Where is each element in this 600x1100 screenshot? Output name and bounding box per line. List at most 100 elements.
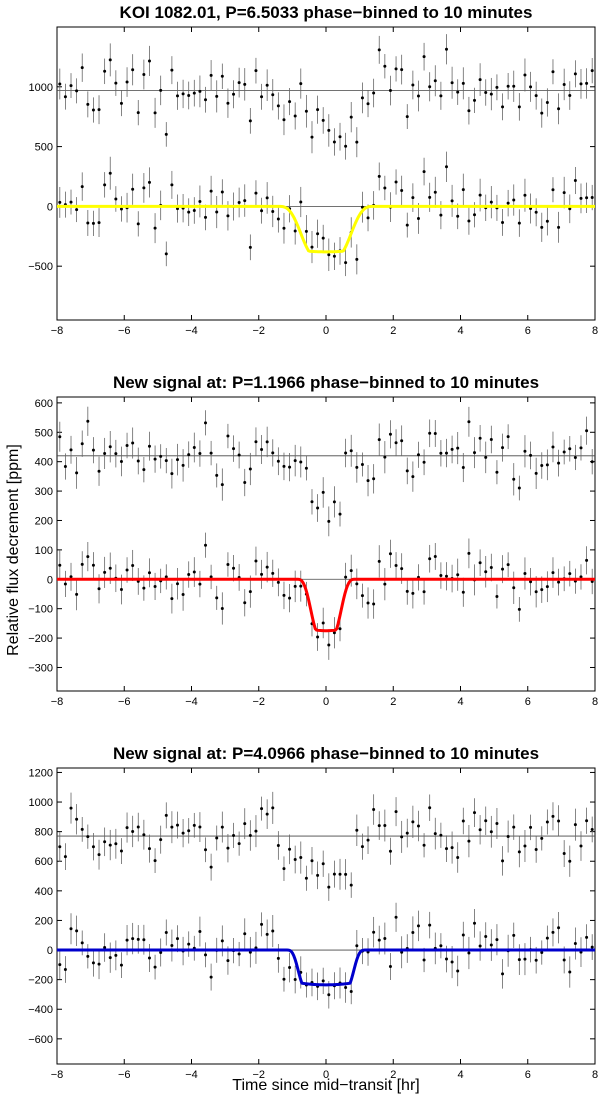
data-point-raw — [327, 885, 331, 889]
data-point-raw — [428, 85, 432, 89]
data-point-raw — [338, 512, 342, 516]
data-point-raw — [478, 78, 482, 82]
data-point-detrended — [125, 568, 129, 572]
data-point-raw — [366, 479, 370, 483]
data-point-detrended — [209, 575, 213, 579]
data-point-detrended — [360, 205, 364, 209]
data-point-raw — [131, 441, 135, 445]
data-point-raw — [484, 819, 488, 823]
data-point-detrended — [147, 956, 151, 960]
data-point-detrended — [243, 199, 247, 203]
data-point-raw — [534, 471, 538, 475]
data-point-raw — [220, 483, 224, 487]
data-point-raw — [444, 47, 448, 51]
data-point-raw — [422, 460, 426, 464]
data-point-detrended — [215, 596, 219, 600]
data-point-raw — [411, 83, 415, 87]
data-point-detrended — [276, 956, 280, 960]
data-point-detrended — [383, 186, 387, 190]
data-point-raw — [400, 439, 404, 443]
data-point-detrended — [411, 931, 415, 935]
data-point-raw — [450, 447, 454, 451]
data-point-raw — [147, 847, 151, 851]
x-tick-label: 0 — [323, 325, 329, 337]
data-point-raw — [517, 105, 521, 109]
data-point-detrended — [147, 180, 151, 184]
data-point-raw — [523, 73, 527, 77]
data-point-raw — [321, 862, 325, 866]
data-point-raw — [534, 847, 538, 851]
data-point-detrended — [383, 582, 387, 586]
data-point-raw — [383, 64, 387, 68]
data-point-raw — [97, 469, 101, 473]
data-point-raw — [428, 806, 432, 810]
data-point-raw — [585, 81, 589, 85]
data-point-raw — [529, 825, 533, 829]
data-point-detrended — [512, 198, 516, 202]
data-point-detrended — [377, 559, 381, 563]
plot-frame — [56, 26, 596, 321]
data-point-raw — [293, 858, 297, 862]
data-point-detrended — [523, 571, 527, 575]
data-point-raw — [506, 835, 510, 839]
data-point-detrended — [551, 571, 555, 575]
data-point-raw — [288, 465, 292, 469]
data-point-raw — [192, 91, 196, 95]
x-tick-label: −2 — [252, 696, 265, 708]
x-tick-label: −6 — [118, 696, 131, 708]
y-tick-label: 0 — [47, 201, 53, 213]
data-point-raw — [501, 446, 505, 450]
data-point-raw — [478, 436, 482, 440]
data-point-detrended — [181, 593, 185, 597]
data-point-raw — [204, 98, 208, 102]
data-point-detrended — [557, 580, 561, 584]
data-point-raw — [282, 867, 286, 871]
data-point-detrended — [321, 979, 325, 983]
data-point-detrended — [63, 968, 67, 972]
data-point-detrended — [299, 200, 303, 204]
data-point-detrended — [265, 196, 269, 200]
data-point-detrended — [590, 945, 594, 949]
panel-signal-p4-0966: New signal at: P=4.0966 phase−binned to … — [28, 744, 598, 1081]
y-tick-label: 400 — [35, 457, 53, 469]
data-point-detrended — [321, 236, 325, 240]
data-point-detrended — [540, 588, 544, 592]
data-point-detrended — [495, 594, 499, 598]
data-point-raw — [237, 81, 241, 85]
data-point-detrended — [411, 196, 415, 200]
data-point-detrended — [243, 932, 247, 936]
data-point-raw — [147, 59, 151, 63]
x-tick-label: 0 — [323, 1069, 329, 1081]
data-point-raw — [153, 859, 157, 863]
data-point-raw — [551, 70, 555, 74]
data-point-raw — [327, 519, 331, 523]
data-point-detrended — [204, 953, 208, 957]
data-point-raw — [260, 95, 264, 99]
data-point-raw — [332, 140, 336, 144]
data-point-detrended — [394, 915, 398, 919]
data-point-raw — [360, 845, 364, 849]
data-point-detrended — [332, 631, 336, 635]
data-point-detrended — [293, 584, 297, 588]
data-point-raw — [181, 831, 185, 835]
data-point-raw — [433, 79, 437, 83]
data-point-raw — [332, 872, 336, 876]
data-point-detrended — [534, 210, 538, 214]
transit-model-curve — [57, 204, 595, 254]
data-point-detrended — [86, 555, 90, 559]
data-point-detrended — [473, 921, 477, 925]
data-point-detrended — [86, 221, 90, 225]
data-point-detrended — [304, 229, 308, 233]
data-point-detrended — [282, 226, 286, 230]
data-point-raw — [175, 458, 179, 462]
data-point-raw — [400, 68, 404, 72]
data-point-detrended — [439, 574, 443, 578]
data-point-raw — [125, 80, 129, 84]
data-point-detrended — [551, 188, 555, 192]
data-point-raw — [75, 89, 79, 93]
data-point-raw — [63, 95, 67, 99]
data-point-raw — [260, 447, 264, 451]
data-point-raw — [349, 115, 353, 119]
data-point-raw — [428, 431, 432, 435]
data-point-detrended — [467, 219, 471, 223]
